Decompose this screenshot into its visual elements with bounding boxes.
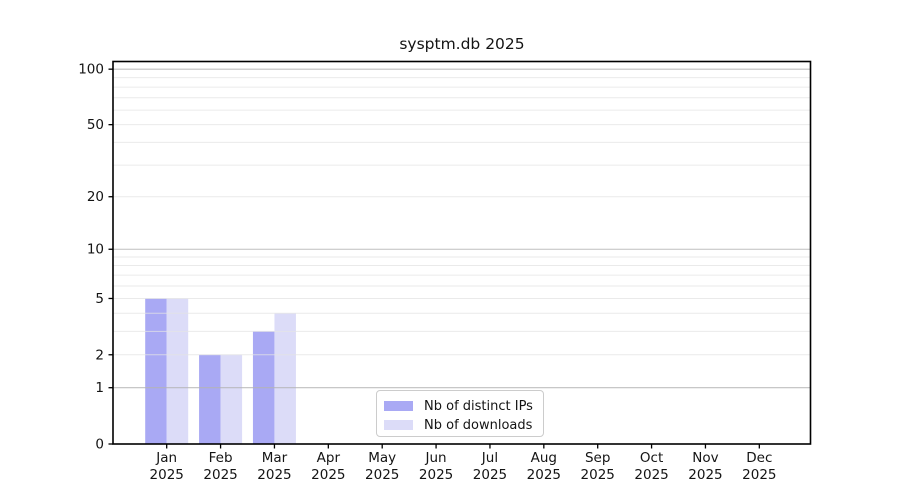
legend: Nb of distinct IPs Nb of downloads — [376, 390, 544, 437]
y-tick-label: 10 — [87, 242, 104, 258]
legend-swatch-downloads — [384, 420, 413, 430]
legend-label-distinct-ips: Nb of distinct IPs — [424, 398, 533, 414]
x-tick-label-month: Jul — [481, 450, 498, 466]
bar-downloads — [166, 298, 189, 444]
x-tick-label-year: 2025 — [688, 467, 722, 483]
y-tick-label: 20 — [87, 189, 104, 205]
x-tick-label-month: Apr — [317, 450, 341, 466]
x-tick-label-month: Jan — [155, 450, 177, 466]
x-tick-label-year: 2025 — [527, 467, 561, 483]
y-tick-label: 1 — [95, 380, 104, 396]
chart-title: sysptm.db 2025 — [399, 35, 525, 53]
x-tick-label-year: 2025 — [742, 467, 776, 483]
x-tick-label-month: Aug — [531, 450, 557, 466]
y-tick-label: 100 — [78, 62, 104, 78]
bar-distinct-ips — [199, 354, 221, 444]
plot-border — [112, 60, 812, 445]
x-tick-label-month: Mar — [262, 450, 288, 466]
x-tick-label-month: May — [368, 450, 396, 466]
bar-distinct-ips — [145, 298, 167, 444]
x-tick-label-month: Nov — [692, 450, 718, 466]
x-tick-label-year: 2025 — [257, 467, 291, 483]
x-tick-label-year: 2025 — [634, 467, 668, 483]
y-tick-label: 2 — [95, 347, 104, 363]
x-tick-label-year: 2025 — [419, 467, 453, 483]
legend-label-downloads: Nb of downloads — [424, 417, 533, 433]
bar-downloads — [274, 313, 296, 444]
x-tick-label-month: Dec — [746, 450, 772, 466]
legend-item-distinct-ips: Nb of distinct IPs — [384, 398, 543, 414]
x-tick-label-month: Feb — [209, 450, 233, 466]
legend-swatch-distinct-ips — [384, 401, 413, 411]
x-tick-label-month: Jun — [425, 450, 447, 466]
x-tick-label-year: 2025 — [365, 467, 399, 483]
y-tick-label: 50 — [87, 117, 104, 133]
x-tick-label-year: 2025 — [473, 467, 507, 483]
bar-downloads — [220, 354, 243, 444]
x-tick-label-month: Oct — [640, 450, 663, 466]
x-tick-label-year: 2025 — [203, 467, 237, 483]
legend-item-downloads: Nb of downloads — [384, 417, 543, 433]
x-tick-label-month: Sep — [585, 450, 610, 466]
y-tick-label: 5 — [95, 291, 104, 307]
x-tick-label-year: 2025 — [581, 467, 615, 483]
y-tick-label: 0 — [95, 437, 104, 453]
x-tick-label-year: 2025 — [150, 467, 184, 483]
x-tick-label-year: 2025 — [311, 467, 345, 483]
